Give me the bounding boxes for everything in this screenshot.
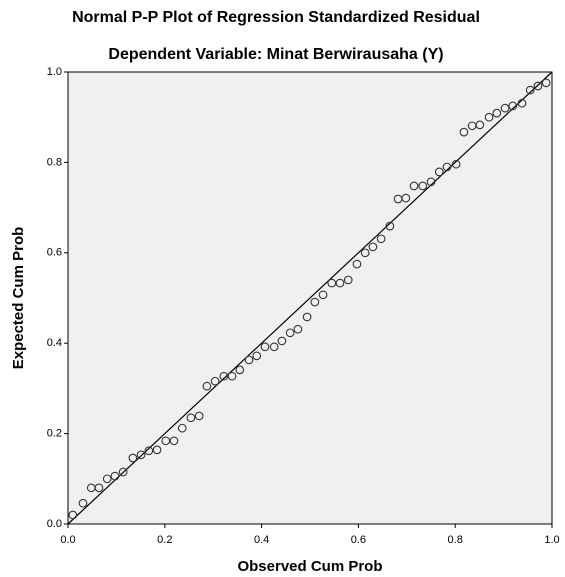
point (517, 98, 527, 108)
x-tick-label: 0.4 (254, 534, 269, 546)
point (525, 85, 535, 95)
point (492, 108, 502, 118)
point (293, 324, 303, 334)
point (442, 162, 452, 172)
point (177, 423, 187, 433)
x-tick-label: 1.0 (544, 534, 559, 546)
point (418, 181, 428, 191)
y-tick-label: 0.6 (47, 247, 62, 259)
chart-title: Normal P-P Plot of Regression Standardiz… (72, 9, 480, 26)
point (186, 413, 196, 423)
point (202, 381, 212, 391)
point (318, 290, 328, 300)
point (484, 112, 494, 122)
point (210, 376, 220, 386)
point (385, 221, 395, 231)
point (426, 177, 436, 187)
point (302, 312, 312, 322)
x-tick-label: 0.0 (60, 534, 75, 546)
point (94, 483, 104, 493)
y-tick-label: 0.4 (47, 337, 62, 349)
point (285, 328, 295, 338)
point (68, 510, 78, 520)
point (376, 234, 386, 244)
point (310, 297, 320, 307)
y-tick-label: 0.0 (47, 518, 62, 530)
point (219, 371, 229, 381)
point (343, 275, 353, 285)
point (327, 278, 337, 288)
point (269, 342, 279, 352)
point (533, 81, 543, 91)
point (368, 242, 378, 252)
point (451, 159, 461, 169)
point (128, 453, 138, 463)
point (409, 181, 419, 191)
point (136, 450, 146, 460)
point (110, 471, 120, 481)
point (260, 342, 270, 352)
point (500, 103, 510, 113)
point (194, 411, 204, 421)
point (78, 498, 88, 508)
point (102, 474, 112, 484)
point (401, 193, 411, 203)
point (335, 278, 345, 288)
point (152, 445, 162, 455)
point (161, 436, 171, 446)
point (252, 351, 262, 361)
x-tick-label: 0.6 (351, 534, 366, 546)
y-tick-label: 1.0 (47, 66, 62, 78)
x-tick-label: 0.2 (157, 534, 172, 546)
point (277, 336, 287, 346)
point (352, 259, 362, 269)
chart-subtitle: Dependent Variable: Minat Berwirausaha (… (108, 46, 443, 63)
point (118, 467, 128, 477)
reference-line (67, 71, 553, 525)
point (459, 127, 469, 137)
x-axis-label: Observed Cum Prob (237, 558, 382, 575)
y-axis-label: Expected Cum Prob (10, 227, 27, 370)
y-tick-label: 0.8 (47, 156, 62, 168)
point (144, 446, 154, 456)
point (244, 355, 254, 365)
y-tick-label: 0.2 (47, 428, 62, 440)
x-tick-label: 0.8 (448, 534, 463, 546)
point (434, 167, 444, 177)
point (541, 78, 551, 88)
point (508, 101, 518, 111)
point (360, 248, 370, 258)
point (235, 365, 245, 375)
point (227, 371, 237, 381)
point (169, 436, 179, 446)
point (475, 120, 485, 130)
